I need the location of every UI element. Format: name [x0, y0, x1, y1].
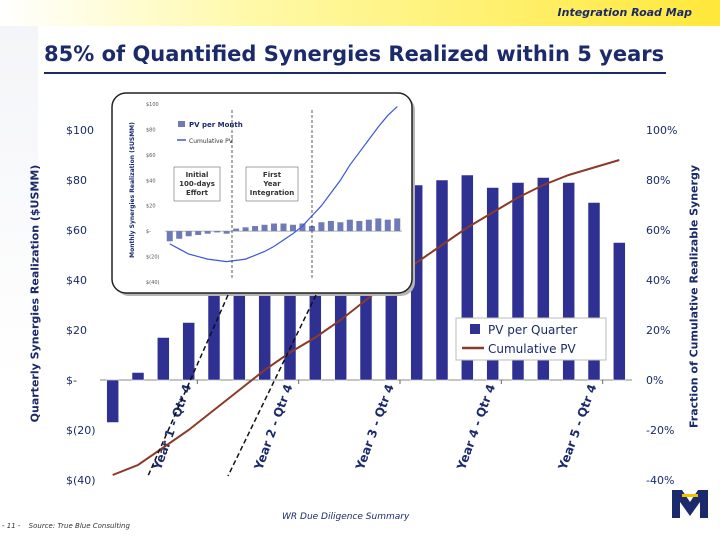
source-text: Source: True Blue Consulting — [28, 522, 130, 530]
title-rule — [44, 72, 666, 74]
inset-y-tick-label: $(40) — [146, 280, 159, 286]
page-number: - 11 - — [2, 522, 21, 530]
inset-bar-pv-per-month — [337, 222, 344, 232]
bar-pv-per-quarter — [106, 379, 119, 423]
legend-swatch-bar — [470, 324, 480, 334]
inset-bar-pv-per-month — [346, 219, 353, 232]
inset-annotation-box — [173, 166, 221, 202]
footer-source: - 11 - Source: True Blue Consulting — [2, 522, 130, 530]
y-tick-label: $80 — [66, 174, 87, 187]
x-tick-label: Year 2 - Qtr 4 — [251, 382, 295, 472]
legend: PV per Quarter Cumulative PV — [455, 317, 607, 361]
inset-annotation-box — [245, 166, 299, 202]
university-logo — [672, 490, 708, 518]
inset-bar-pv-per-month — [223, 231, 230, 234]
y2-tick-label: 60% — [646, 224, 670, 237]
inset-y-axis-label: Monthly Synergies Realization ($USMM) — [129, 122, 136, 258]
inset-bar-pv-per-month — [308, 226, 315, 232]
cumulative-pv-line — [112, 159, 620, 476]
y2-tick-label: 20% — [646, 324, 670, 337]
inset-legend-label: PV per Month — [189, 121, 243, 129]
y2-tick-label: 100% — [646, 124, 677, 137]
inset-annotation-line: Initial — [186, 171, 209, 179]
header-label: Integration Road Map — [557, 6, 692, 19]
inset-annotation-line: Year — [262, 180, 281, 188]
x-tick-label: Year 4 - Qtr 4 — [454, 382, 498, 472]
y-tick-label: $40 — [66, 274, 87, 287]
inset-annotation-line: First — [263, 171, 282, 179]
inset-legend-swatch-bar — [178, 121, 185, 127]
inset-bar-pv-per-month — [185, 231, 192, 237]
inset-annotation-line: 100-days — [179, 180, 215, 188]
y2-tick-label: 80% — [646, 174, 670, 187]
y-tick-label: $(40) — [66, 474, 96, 487]
x-tick-label: Year 1 - Qtr 4 — [150, 382, 194, 472]
inset-bar-pv-per-month — [261, 224, 268, 232]
inset-bar-pv-per-month — [384, 219, 391, 232]
inset-bar-pv-per-month — [195, 231, 202, 235]
inset-bar-pv-per-month — [271, 223, 278, 232]
inset-bar-pv-per-month — [166, 231, 173, 242]
inset-y-tick-label: $100 — [146, 102, 159, 108]
inset-y-tick-label: $20 — [146, 204, 156, 210]
inset-bar-pv-per-month — [356, 220, 363, 232]
x-tick-label: Year 5 - Qtr 4 — [555, 382, 599, 472]
y-tick-label: $100 — [66, 124, 94, 137]
footer-title: WR Due Diligence Summary — [282, 512, 410, 522]
inset-bar-pv-per-month — [289, 224, 296, 232]
inset-bar-pv-per-month — [233, 228, 240, 232]
y-tick-label: $- — [66, 374, 77, 387]
inset-bar-pv-per-month — [299, 223, 306, 232]
leader-line — [147, 294, 229, 477]
bar-pv-per-quarter — [613, 242, 626, 381]
y-tick-label: $(20) — [66, 424, 96, 437]
left-strip — [0, 26, 38, 540]
inset-chart: $100 $80 $60 $40 $20 $- $(20) $(40) Monthly Syne… — [111, 92, 415, 296]
inset-annotation-line: Integration — [250, 189, 294, 197]
inset-bar-pv-per-month — [375, 218, 382, 232]
legend-label: PV per Quarter — [488, 323, 577, 337]
inset-cumulative-line — [169, 106, 398, 263]
inset-bar-pv-per-month — [252, 226, 259, 232]
y2-tick-label: -40% — [646, 474, 674, 487]
inset-bar-pv-per-month — [365, 219, 372, 232]
inset-y-tick-label: $40 — [146, 178, 156, 184]
inset-bar-pv-per-month — [242, 227, 249, 232]
bar-pv-per-quarter — [435, 179, 449, 381]
bar-pv-per-quarter — [157, 337, 170, 381]
legend-label: Cumulative PV — [488, 342, 577, 356]
inset-y-tick-label: $- — [146, 229, 151, 235]
inset-bar-pv-per-month — [318, 222, 325, 232]
y2-tick-label: -20% — [646, 424, 674, 437]
inset-bar-pv-per-month — [214, 231, 221, 233]
inset-y-tick-label: $80 — [146, 127, 156, 133]
legend-box — [455, 317, 607, 361]
page-title: 85% of Quantified Synergies Realized wit… — [44, 42, 665, 66]
inset-bar-pv-per-month — [327, 220, 334, 232]
y-tick-label: $60 — [66, 224, 87, 237]
inset-bar-pv-per-month — [204, 231, 211, 234]
y2-tick-label: 0% — [646, 374, 663, 387]
header-bar — [0, 0, 720, 26]
x-tick-label: Year 3 - Qtr 4 — [353, 382, 397, 472]
inset-legend-label: Cumulative PV — [189, 138, 234, 145]
inset-bar-pv-per-month — [394, 218, 401, 232]
inset-annotation-line: Effort — [186, 189, 209, 197]
inset-y-tick-label: $(20) — [146, 255, 159, 261]
inset-y-tick-label: $60 — [146, 153, 156, 159]
inset-bar-pv-per-month — [280, 223, 287, 232]
leader-line — [227, 294, 317, 477]
bar-pv-per-quarter — [131, 372, 145, 381]
y2-tick-label: 40% — [646, 274, 670, 287]
inset-bar-pv-per-month — [176, 231, 183, 239]
y-tick-label: $20 — [66, 324, 87, 337]
bar-pv-per-quarter — [182, 322, 195, 381]
